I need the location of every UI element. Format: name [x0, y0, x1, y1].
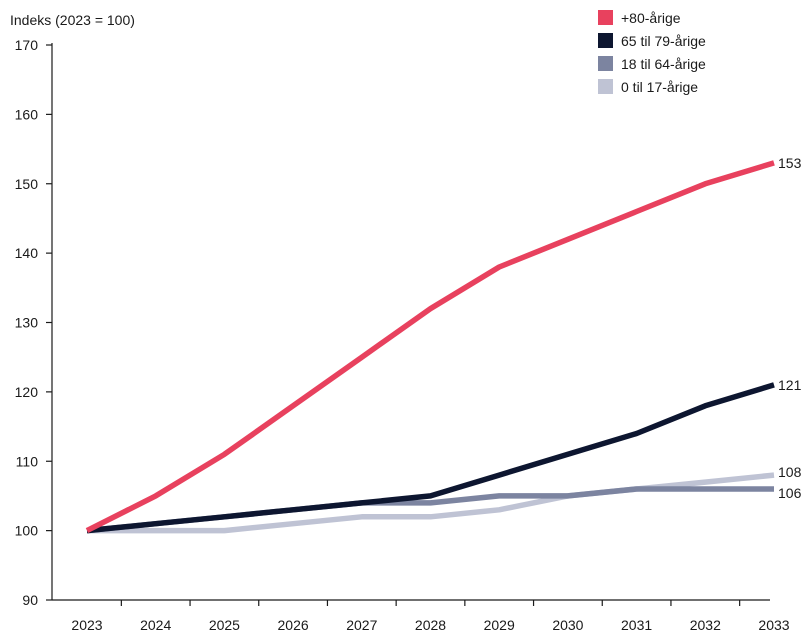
x-tick-label: 2027 [346, 617, 377, 632]
legend: +80-årige 65 til 79-årige 18 til 64-årige 0… [598, 10, 706, 95]
end-label-0: 153 [778, 155, 802, 171]
y-tick-label: 140 [15, 245, 39, 261]
y-tick-label: 110 [16, 453, 39, 469]
y-tick-label: 150 [15, 176, 39, 192]
y-tick-label: 170 [15, 37, 39, 53]
x-tick-label: 2028 [415, 617, 446, 632]
x-tick-label: 2025 [209, 617, 240, 632]
legend-swatch-3 [598, 79, 613, 94]
legend-swatch-2 [598, 56, 613, 71]
series-line-0 [87, 163, 774, 531]
y-axis-title: Indeks (2023 = 100) [10, 12, 135, 28]
y-tick-label: 100 [15, 523, 39, 539]
x-tick-label: 2026 [278, 617, 309, 632]
x-axis: 2023 2024 2025 2026 2027 2028 2029 2030 2031 2032… [52, 600, 790, 632]
x-tick-label: 2031 [621, 617, 652, 632]
legend-swatch-0 [598, 10, 613, 25]
x-tick-label: 2032 [690, 617, 721, 632]
end-label-2: 106 [778, 485, 802, 501]
y-tick-label: 130 [15, 315, 39, 331]
legend-label-2: 18 til 64-årige [621, 56, 706, 72]
end-label-1: 121 [778, 377, 802, 393]
legend-label-1: 65 til 79-årige [621, 33, 706, 49]
series-line-1 [87, 385, 774, 531]
series-layer: 153 121 106 108 [87, 155, 802, 531]
x-tick-label: 2030 [552, 617, 583, 632]
y-tick-label: 90 [22, 592, 38, 608]
x-tick-label: 2033 [758, 617, 789, 632]
y-axis: 90 100 110 120 130 140 150 160 170 [15, 37, 52, 608]
x-tick-label: 2024 [140, 617, 171, 632]
y-tick-label: 120 [15, 384, 39, 400]
legend-swatch-1 [598, 33, 613, 48]
x-tick-label: 2023 [71, 617, 102, 632]
legend-label-3: 0 til 17-årige [621, 79, 698, 95]
x-tick-label: 2029 [484, 617, 515, 632]
legend-label-0: +80-årige [621, 10, 681, 26]
end-label-3: 108 [778, 464, 802, 480]
y-tick-label: 160 [15, 106, 39, 122]
